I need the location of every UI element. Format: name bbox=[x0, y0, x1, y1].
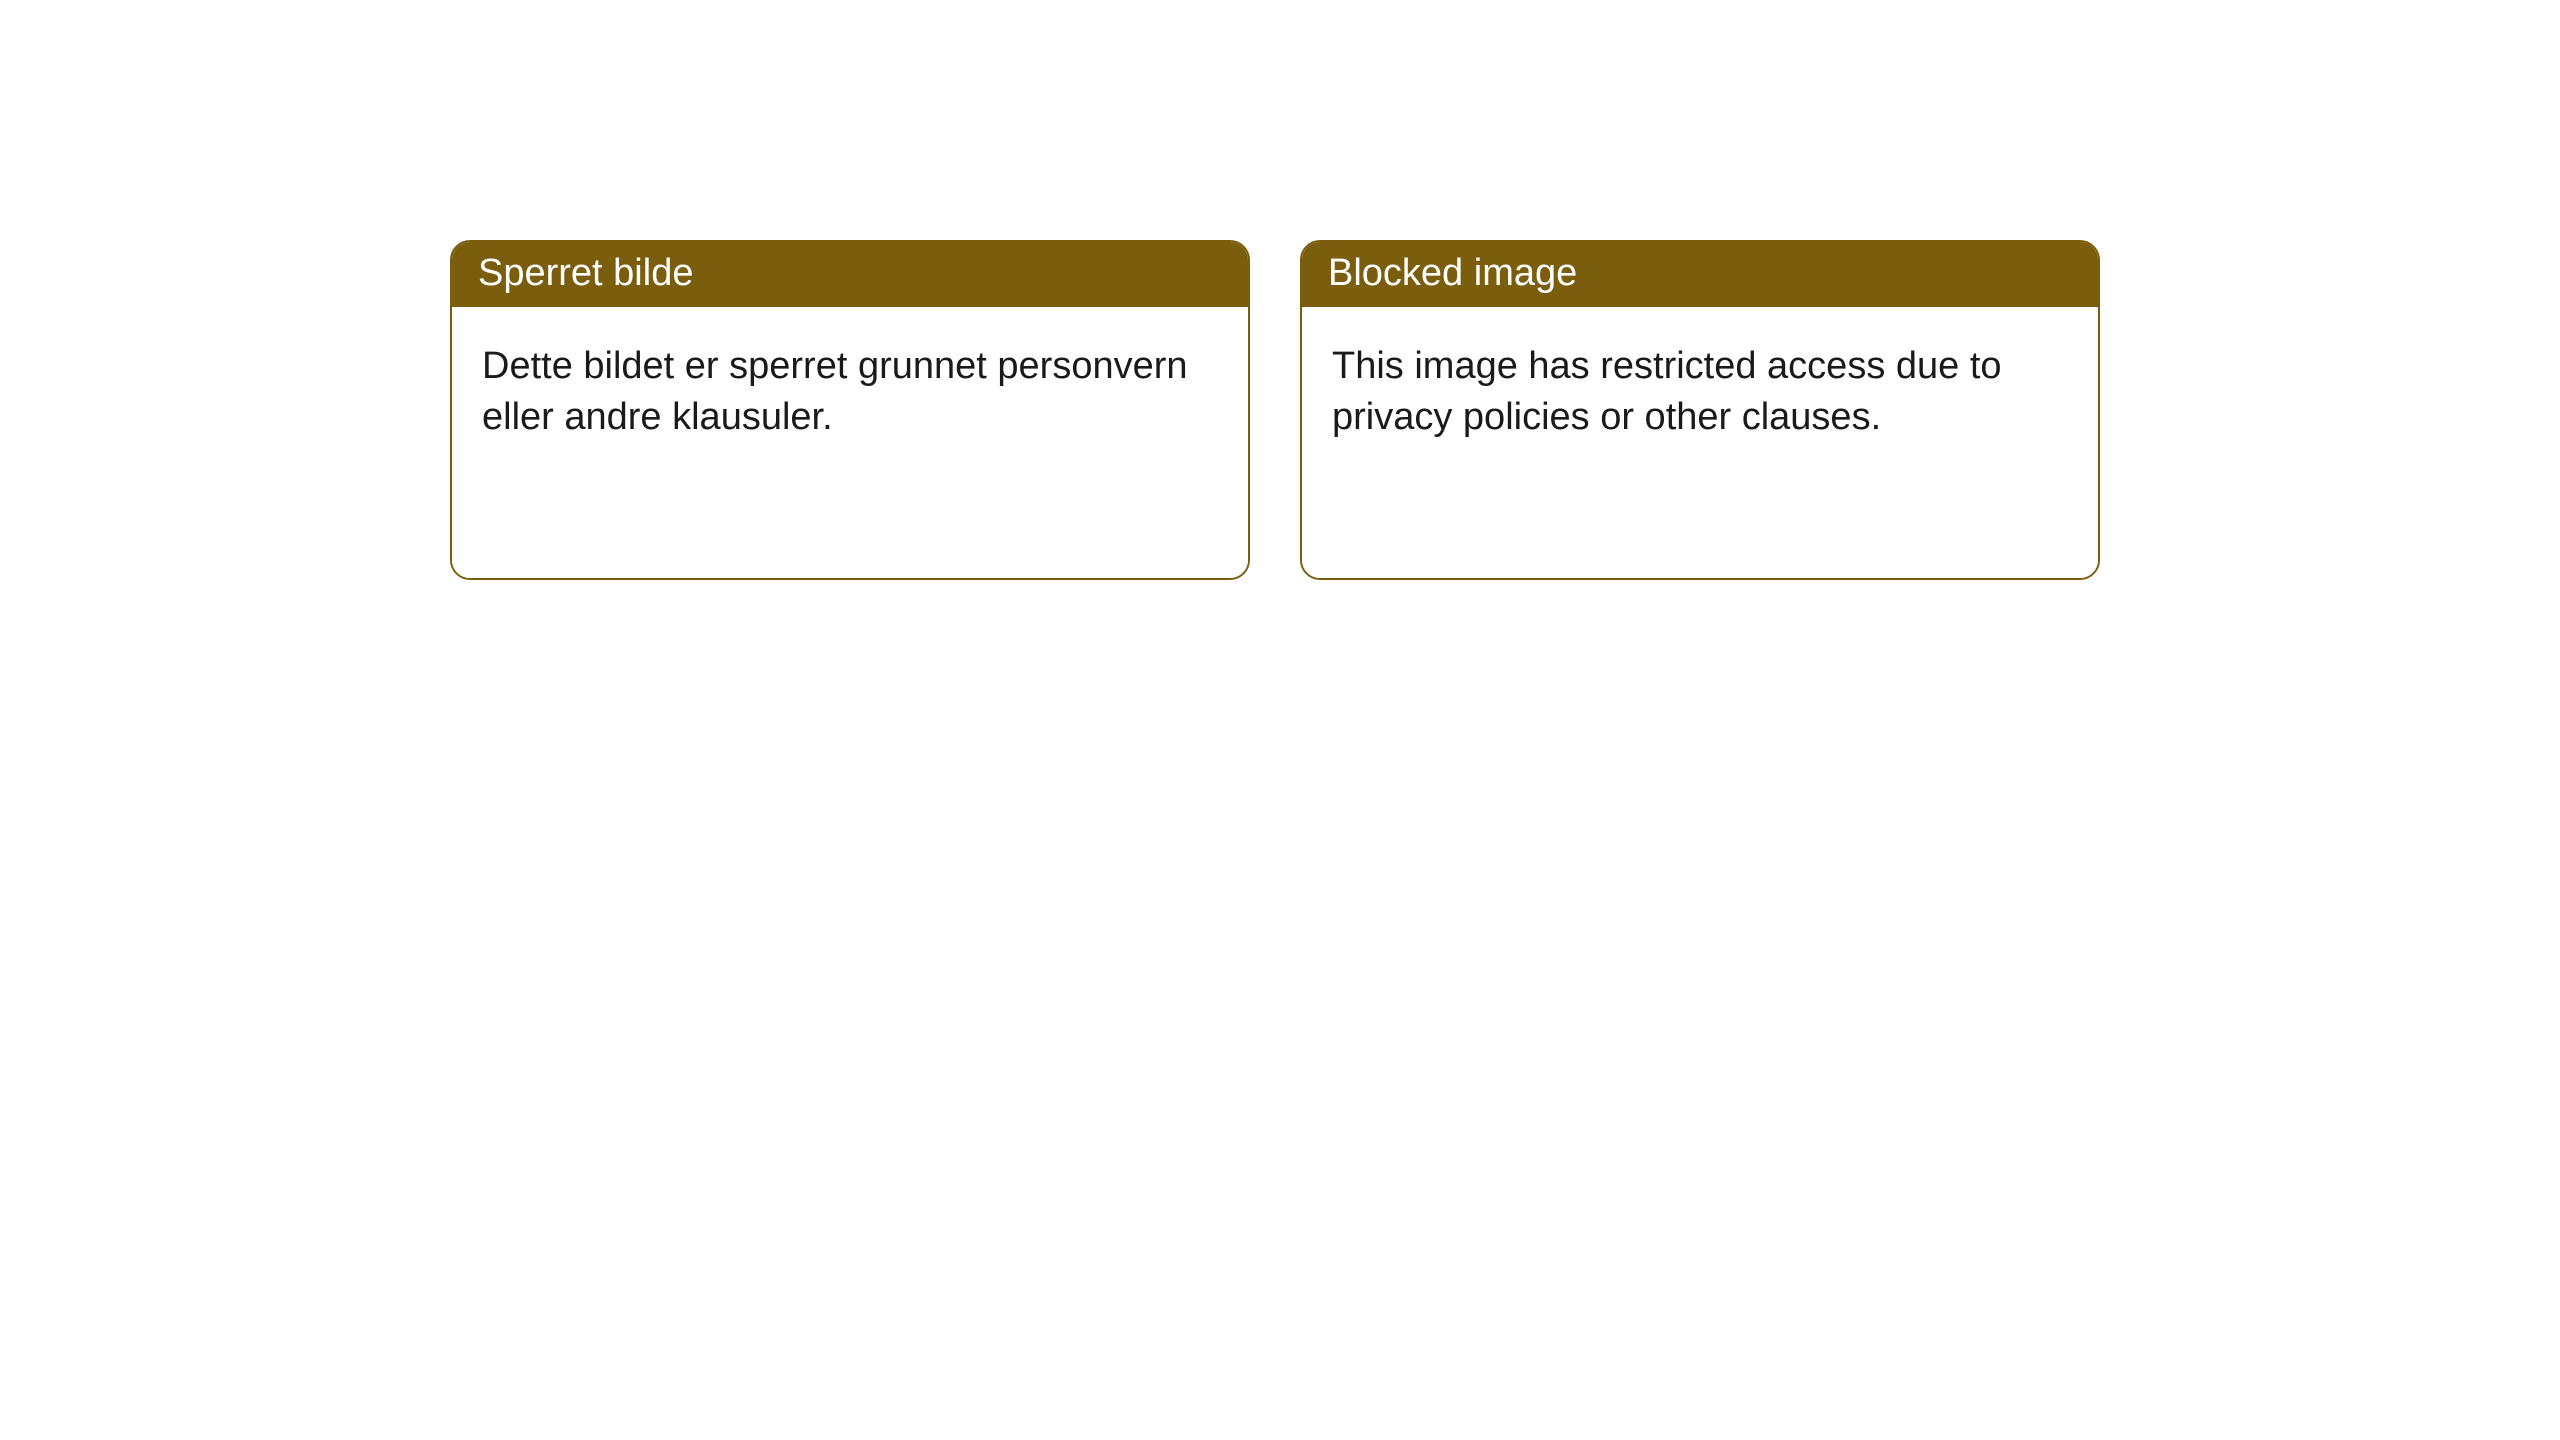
card-body: Dette bildet er sperret grunnet personve… bbox=[452, 307, 1248, 578]
card-header: Blocked image bbox=[1302, 242, 2098, 307]
notice-container: Sperret bilde Dette bildet er sperret gr… bbox=[0, 0, 2560, 580]
notice-card-norwegian: Sperret bilde Dette bildet er sperret gr… bbox=[450, 240, 1250, 580]
card-header: Sperret bilde bbox=[452, 242, 1248, 307]
card-body: This image has restricted access due to … bbox=[1302, 307, 2098, 578]
notice-card-english: Blocked image This image has restricted … bbox=[1300, 240, 2100, 580]
